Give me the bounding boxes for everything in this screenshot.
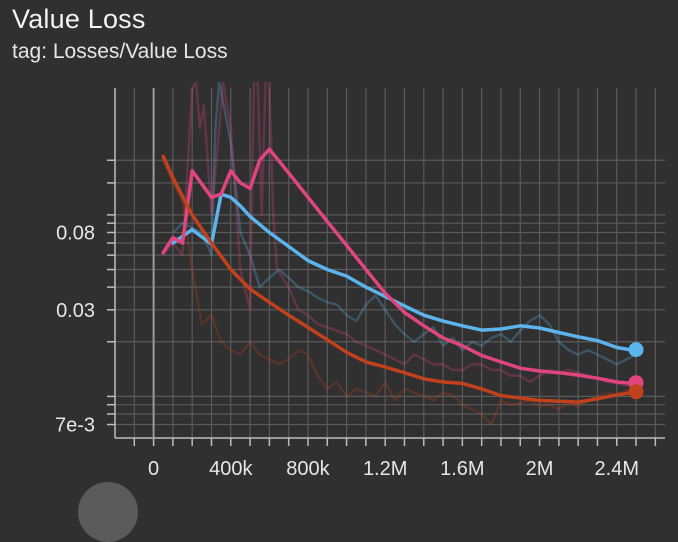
x-tick-label: 1.2M: [363, 458, 407, 480]
chart-plot: 0 400k 800k 1.2M 1.6M 2M 2.4M 0.08 0.03 7e-3: [55, 82, 665, 480]
expand-button[interactable]: [78, 482, 138, 542]
end-marker-layer: [628, 342, 644, 400]
y-tick-label: 0.03: [56, 300, 95, 322]
raw-series-line: [172, 82, 637, 366]
chart-card: Value Loss tag: Losses/Value Loss 0 400k 8…: [12, 4, 665, 542]
axis-layer: [107, 88, 665, 446]
x-tick-label: 800k: [286, 458, 330, 480]
y-tick-label: 0.08: [56, 222, 95, 244]
tick-label-layer: 0 400k 800k 1.2M 1.6M 2M 2.4M 0.08 0.03 7e-3: [55, 222, 639, 480]
x-tick-label: 2M: [526, 458, 554, 480]
series-end-marker: [628, 342, 644, 358]
grid-layer: [115, 88, 665, 438]
chart-subtitle: tag: Losses/Value Loss: [12, 40, 228, 63]
smoothed-series-layer: [161, 147, 638, 404]
y-tick-label: 7e-3: [55, 415, 95, 437]
x-tick-label: 400k: [209, 458, 253, 480]
raw-series-line: [162, 159, 637, 426]
x-tick-label: 0: [148, 458, 159, 480]
x-tick-label: 1.6M: [440, 458, 484, 480]
smoothed-series-line: [161, 147, 638, 386]
series-end-marker: [628, 384, 644, 400]
x-tick-label: 2.4M: [595, 458, 639, 480]
smoothed-series-line: [161, 154, 638, 404]
chart-title: Value Loss: [12, 4, 146, 34]
